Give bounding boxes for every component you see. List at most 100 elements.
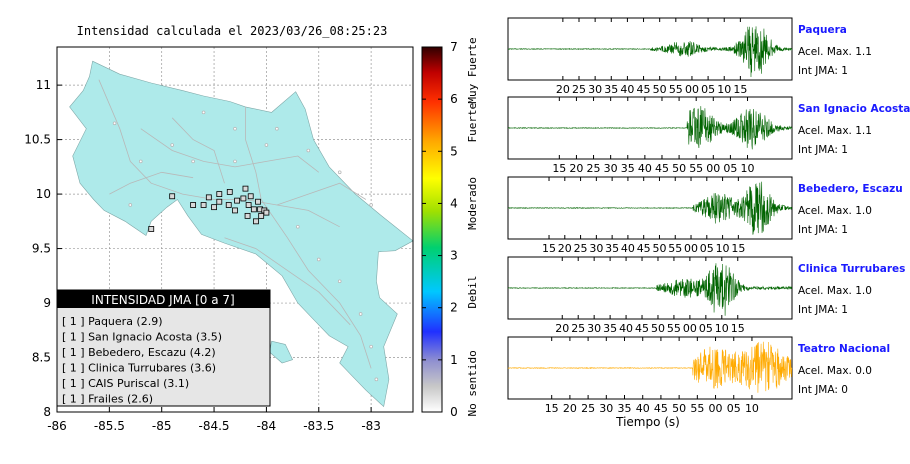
trace-tick-label: 30 <box>587 322 601 335</box>
station-marker[interactable] <box>216 191 223 197</box>
trace-tick-label: 00 <box>685 83 699 96</box>
map-place-marker <box>374 377 379 382</box>
map-place-marker <box>275 126 279 131</box>
station-marker[interactable] <box>244 212 251 219</box>
map-xtick-label: -83.5 <box>303 419 334 433</box>
station-marker[interactable] <box>242 185 249 192</box>
max-acceleration: Acel. Max. 0.0 <box>798 365 872 377</box>
map-place-marker <box>170 143 174 147</box>
map-place-marker <box>233 159 237 164</box>
station-marker[interactable] <box>225 202 232 208</box>
map-x-axis: -86 -85.5 -85 -84.5 -84 -83.5 -83 <box>47 407 381 433</box>
waveform <box>507 26 793 78</box>
trace-tick-label: 00 <box>683 322 697 335</box>
trace-tick-label: 10 <box>741 162 755 175</box>
road <box>171 117 225 184</box>
map-title: Intensidad calculada el 2023/03/26_08:25… <box>77 24 388 38</box>
waveform <box>507 106 793 150</box>
trace-tick-label: 30 <box>589 242 603 255</box>
station-marker[interactable] <box>216 198 223 205</box>
station-name[interactable]: Clinica Turrubares <box>798 263 905 275</box>
station-marker[interactable] <box>190 202 197 208</box>
station-marker[interactable] <box>169 193 176 200</box>
trace-tick-label: 40 <box>638 162 652 175</box>
colorbar-tick-label: 1 <box>450 353 458 367</box>
map-place-marker <box>296 224 300 229</box>
waveform <box>507 341 793 393</box>
trace-tick-label: 50 <box>672 402 686 415</box>
map-place-marker <box>138 159 143 164</box>
map-y-axis: 11 10.5 10 9.5 9 8.5 8 <box>24 78 62 419</box>
max-acceleration: Acel. Max. 1.0 <box>798 205 872 217</box>
station-name[interactable]: Paquera <box>798 24 847 36</box>
map-xtick-label: -85 <box>152 419 172 433</box>
station-marker[interactable] <box>240 195 247 202</box>
station-name[interactable]: San Ignacio Acosta <box>798 103 910 115</box>
colorbar-category-label: Moderado <box>466 177 479 230</box>
map-ytick-label: 10.5 <box>24 133 51 147</box>
station-marker[interactable] <box>232 207 238 214</box>
map-ytick-label: 8 <box>43 405 51 419</box>
station-marker[interactable] <box>250 206 257 213</box>
trace-tick-label: 25 <box>571 322 585 335</box>
station-marker[interactable] <box>263 209 270 216</box>
map-place-marker <box>128 203 133 207</box>
colorbar-tick-label: 6 <box>450 92 458 106</box>
station-marker[interactable] <box>253 218 259 225</box>
road <box>245 106 372 369</box>
station-marker[interactable] <box>258 212 265 219</box>
map-ytick-label: 10 <box>36 187 51 201</box>
station-marker[interactable] <box>200 202 207 208</box>
intensity-colorbar: 0 1 2 3 4 5 6 7 No sentido Debil Moderado FuerteMu… <box>421 37 479 419</box>
trace-tick-label: 45 <box>637 83 651 96</box>
station-marker[interactable] <box>255 198 261 205</box>
colorbar-category-label: No sentido <box>466 350 479 416</box>
jma-intensity: Int JMA: 1 <box>798 65 848 77</box>
trace-tick-label: 05 <box>699 322 713 335</box>
max-acceleration: Acel. Max. 1.0 <box>798 285 872 297</box>
waveform <box>507 263 793 316</box>
station-marker[interactable] <box>205 194 212 201</box>
map-place-marker <box>233 126 237 131</box>
road <box>140 128 320 173</box>
trace-tick-label: 35 <box>621 162 635 175</box>
jma-intensity: Int JMA: 1 <box>798 224 848 236</box>
station-marker[interactable] <box>148 226 155 232</box>
trace-tick-label: 20 <box>555 322 569 335</box>
trace-tick-label: 40 <box>619 322 633 335</box>
trace-tick-label: 45 <box>654 402 668 415</box>
trace-tick-label: 20 <box>556 83 570 96</box>
trace-tick-label: 45 <box>655 162 669 175</box>
map-xtick-label: -83 <box>361 419 381 433</box>
station-marker[interactable] <box>211 204 217 211</box>
trace-tick-label: 45 <box>637 242 651 255</box>
station-marker[interactable] <box>245 202 252 208</box>
trace-tick-label: 25 <box>581 402 595 415</box>
station-marker[interactable] <box>226 189 233 195</box>
station-marker[interactable] <box>247 193 254 200</box>
trace-tick-label: 15 <box>731 242 745 255</box>
colorbar-tick-label: 4 <box>450 196 458 210</box>
legend-entries: [ 1 ] Paquera (2.9) [ 1 ] San Ignacio Aco… <box>62 315 222 406</box>
map-xtick-label: -84 <box>257 419 277 433</box>
map-place-marker <box>337 279 342 284</box>
trace-tick-label: 30 <box>604 162 618 175</box>
traces-xlabel: Tiempo (s) <box>615 415 680 429</box>
station-name[interactable]: Bebedero, Escazu <box>798 183 903 195</box>
legend-title: INTENSIDAD JMA [0 a 7] <box>91 293 234 307</box>
legend-box <box>56 289 271 407</box>
trace-tick-label: 15 <box>542 242 556 255</box>
trace-tick-label: 55 <box>690 402 704 415</box>
trace-tick-label: 00 <box>706 162 720 175</box>
trace-tick-label: 40 <box>621 242 635 255</box>
station-marker[interactable] <box>234 197 240 204</box>
trace-panel: 20 25 30 35 40 45 50 55 00 05 10 15 Clinica Turrubar… <box>507 256 905 335</box>
trace-tick-label: 10 <box>715 322 729 335</box>
max-acceleration: Acel. Max. 1.1 <box>798 125 872 137</box>
trace-tick-label: 00 <box>684 242 698 255</box>
max-acceleration: Acel. Max. 1.1 <box>798 46 872 58</box>
station-name[interactable]: Teatro Nacional <box>798 343 890 355</box>
trace-tick-label: 20 <box>563 402 577 415</box>
